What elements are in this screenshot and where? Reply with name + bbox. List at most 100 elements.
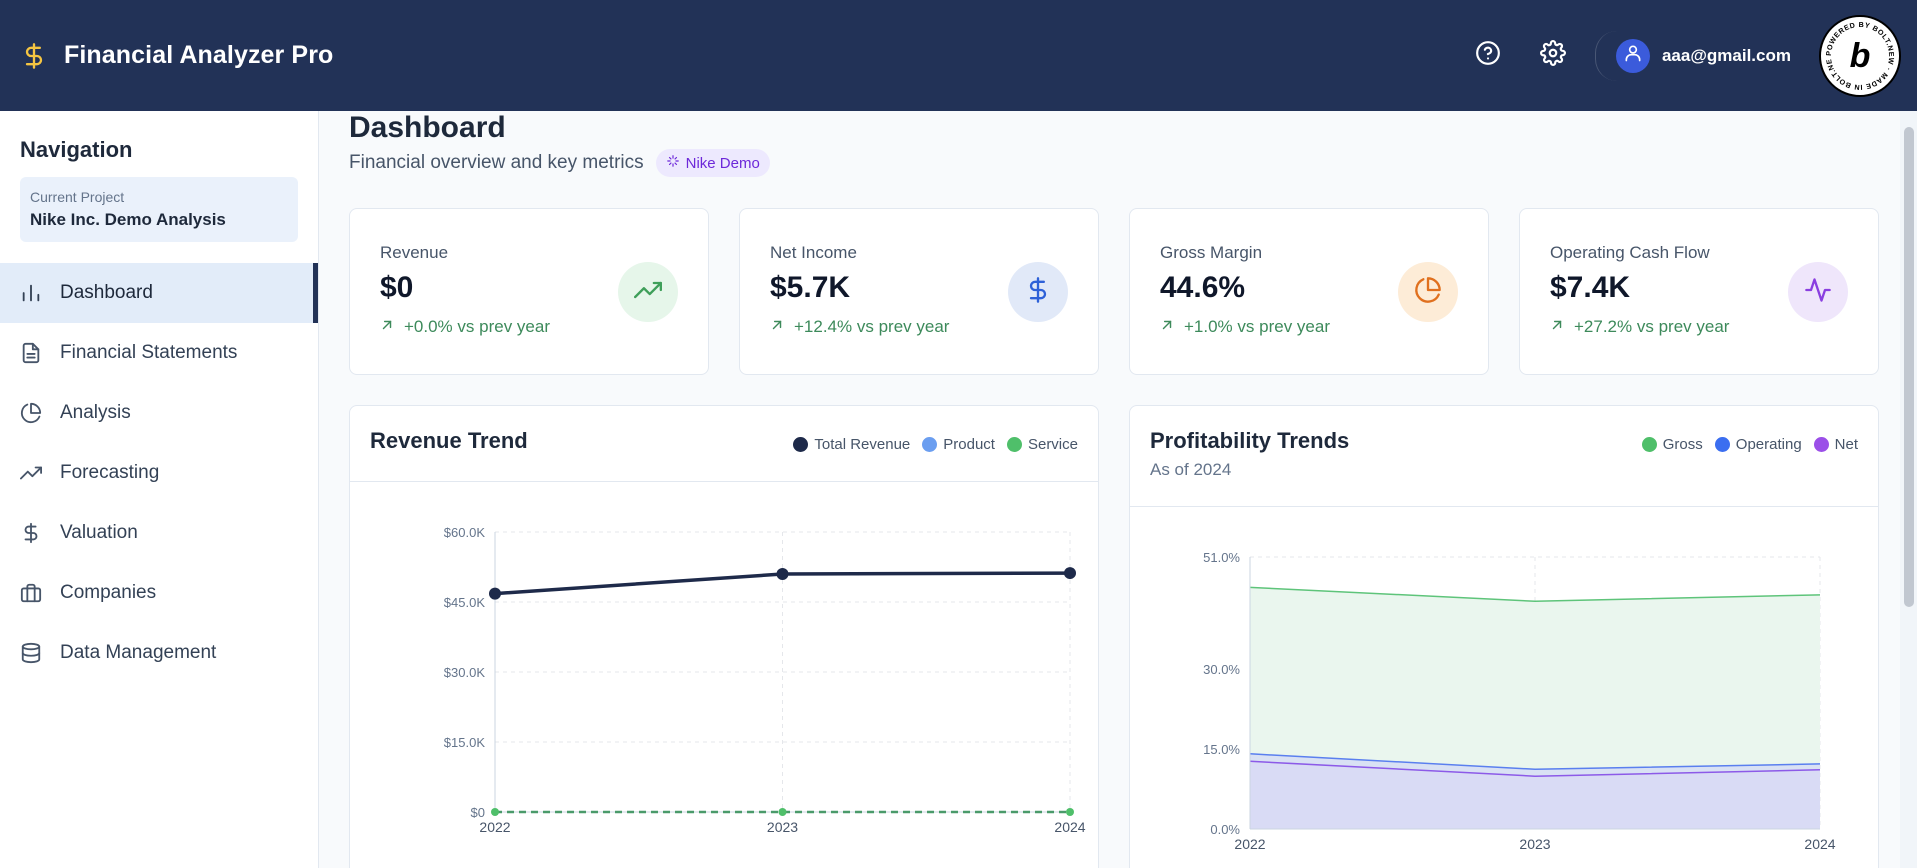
service-point (491, 808, 499, 816)
legend-item[interactable]: Product (922, 436, 995, 453)
kpi-card-operating-cash-flow: Operating Cash Flow $7.4K +27.2% vs prev… (1519, 208, 1879, 375)
svg-text:b: b (1850, 37, 1871, 75)
sidebar-item-label: Financial Statements (60, 342, 238, 363)
kpi-change: +0.0% vs prev year (380, 317, 708, 337)
legend-label: Service (1027, 436, 1078, 453)
nav-list: Dashboard Financial Statements Analysis … (0, 263, 318, 683)
total-revenue-point (776, 568, 789, 580)
y-tick-label: $45.0K (444, 595, 486, 610)
sidebar-item-analysis[interactable]: Analysis (0, 383, 318, 443)
kpi-row: Revenue $0 +0.0% vs prev year Net Income… (349, 208, 1879, 375)
settings-button[interactable] (1533, 36, 1573, 76)
kpi-icon-circle (618, 262, 678, 322)
user-icon (1623, 43, 1643, 68)
legend-swatch (1641, 437, 1657, 452)
sparkle-icon (666, 154, 680, 172)
legend-swatch (1813, 437, 1829, 452)
project-name: Nike Inc. Demo Analysis (30, 210, 226, 229)
total-revenue-point (489, 587, 501, 600)
user-menu[interactable]: aaa@gmail.com (1594, 30, 1791, 81)
legend-item[interactable]: Service (1006, 436, 1078, 453)
kpi-change: +27.2% vs prev year (1550, 317, 1878, 337)
kpi-card-revenue: Revenue $0 +0.0% vs prev year (349, 208, 709, 375)
sidebar-item-label: Companies (60, 582, 157, 603)
sidebar-item-dashboard[interactable]: Dashboard (0, 263, 318, 323)
chart-legend: Total Revenue Product Service (793, 436, 1078, 453)
sidebar-item-label: Dashboard (60, 282, 153, 303)
y-tick-label: 30.0% (1203, 662, 1240, 677)
legend-item[interactable]: Gross (1641, 436, 1703, 453)
y-tick-label: $0 (471, 805, 485, 820)
x-tick-label: 2023 (1519, 836, 1550, 852)
arrow-up-right-icon (770, 317, 784, 337)
legend-label: Operating (1735, 436, 1802, 453)
legend-swatch (793, 437, 809, 452)
sidebar-item-data-management[interactable]: Data Management (0, 623, 318, 683)
y-tick-label: $60.0K (444, 525, 486, 540)
y-tick-label: 15.0% (1203, 742, 1240, 757)
bolt-logo-icon: POWERED BY BOLT.NEW · MADE IN BOLT.NEW b (1821, 17, 1896, 92)
kpi-card-net-income: Net Income $5.7K +12.4% vs prev year (739, 208, 1099, 375)
legend-item[interactable]: Total Revenue (793, 436, 910, 453)
brand[interactable]: Financial Analyzer Pro (20, 41, 333, 70)
kpi-label: Gross Margin (1160, 243, 1263, 262)
main-content: Dashboard Financial overview and key met… (320, 111, 1900, 868)
page-title: Dashboard (349, 111, 506, 144)
dollar-icon (20, 42, 48, 70)
x-tick-label: 2024 (1804, 836, 1835, 852)
sidebar-item-financial-statements[interactable]: Financial Statements (0, 323, 318, 383)
sidebar-item-forecasting[interactable]: Forecasting (0, 443, 318, 503)
trending-up-icon (634, 276, 662, 309)
sidebar-item-valuation[interactable]: Valuation (0, 503, 318, 563)
avatar (1615, 38, 1650, 73)
legend-label: Gross (1662, 436, 1703, 453)
y-tick-label: $30.0K (444, 665, 486, 680)
app-title: Financial Analyzer Pro (64, 41, 334, 69)
activity-icon (1804, 276, 1832, 309)
bolt-badge[interactable]: POWERED BY BOLT.NEW · MADE IN BOLT.NEW b (1819, 14, 1901, 97)
kpi-change: +1.0% vs prev year (1160, 317, 1488, 337)
profitability-trends-card: Profitability Trends As of 2024 Gross Op… (1129, 405, 1879, 868)
sidebar-item-label: Analysis (60, 402, 131, 423)
sidebar-item-label: Forecasting (60, 462, 160, 483)
project-caption: Current Project (30, 189, 125, 205)
demo-badge: Nike Demo (655, 149, 770, 177)
sidebar-item-label: Data Management (60, 642, 217, 663)
demo-badge-label: Nike Demo (685, 154, 760, 172)
operating-line (1249, 753, 1821, 771)
net-area (1250, 761, 1820, 829)
legend-label: Total Revenue (814, 436, 911, 453)
arrow-up-right-icon (380, 317, 394, 337)
current-project[interactable]: Current Project Nike Inc. Demo Analysis (20, 177, 298, 242)
x-tick-label: 2023 (767, 819, 798, 835)
kpi-value: $7.4K (1550, 271, 1631, 304)
kpi-change-text: +1.0% vs prev year (1184, 317, 1330, 336)
gross-line (1249, 586, 1821, 603)
legend-swatch (1006, 437, 1022, 452)
legend-item[interactable]: Net (1813, 436, 1858, 453)
service-point (778, 808, 787, 816)
legend-item[interactable]: Operating (1714, 436, 1802, 453)
x-tick-label: 2024 (1054, 819, 1085, 835)
pie-chart-icon (20, 402, 42, 424)
kpi-icon-circle (1788, 262, 1848, 322)
bar-chart-icon (20, 282, 42, 304)
legend-label: Product (943, 436, 995, 453)
legend-swatch (1714, 437, 1730, 452)
sidebar-item-companies[interactable]: Companies (0, 563, 318, 623)
user-email: aaa@gmail.com (1661, 45, 1791, 65)
revenue-trend-card: Revenue Trend Total Revenue Product Serv… (349, 405, 1099, 868)
sidebar-item-label: Valuation (60, 522, 138, 543)
briefcase-icon (20, 582, 42, 604)
x-tick-label: 2022 (479, 819, 510, 835)
x-tick-label: 2022 (1234, 836, 1265, 852)
document-icon (20, 342, 42, 364)
legend-swatch (922, 437, 938, 452)
scrollbar-thumb[interactable] (1904, 127, 1914, 607)
kpi-value: $5.7K (770, 271, 851, 304)
net-line (1249, 760, 1821, 777)
sidebar: Navigation Current Project Nike Inc. Dem… (0, 111, 319, 868)
page-subtitle: Financial overview and key metrics (349, 152, 644, 173)
dollar-icon (20, 522, 42, 544)
help-button[interactable] (1468, 36, 1508, 76)
